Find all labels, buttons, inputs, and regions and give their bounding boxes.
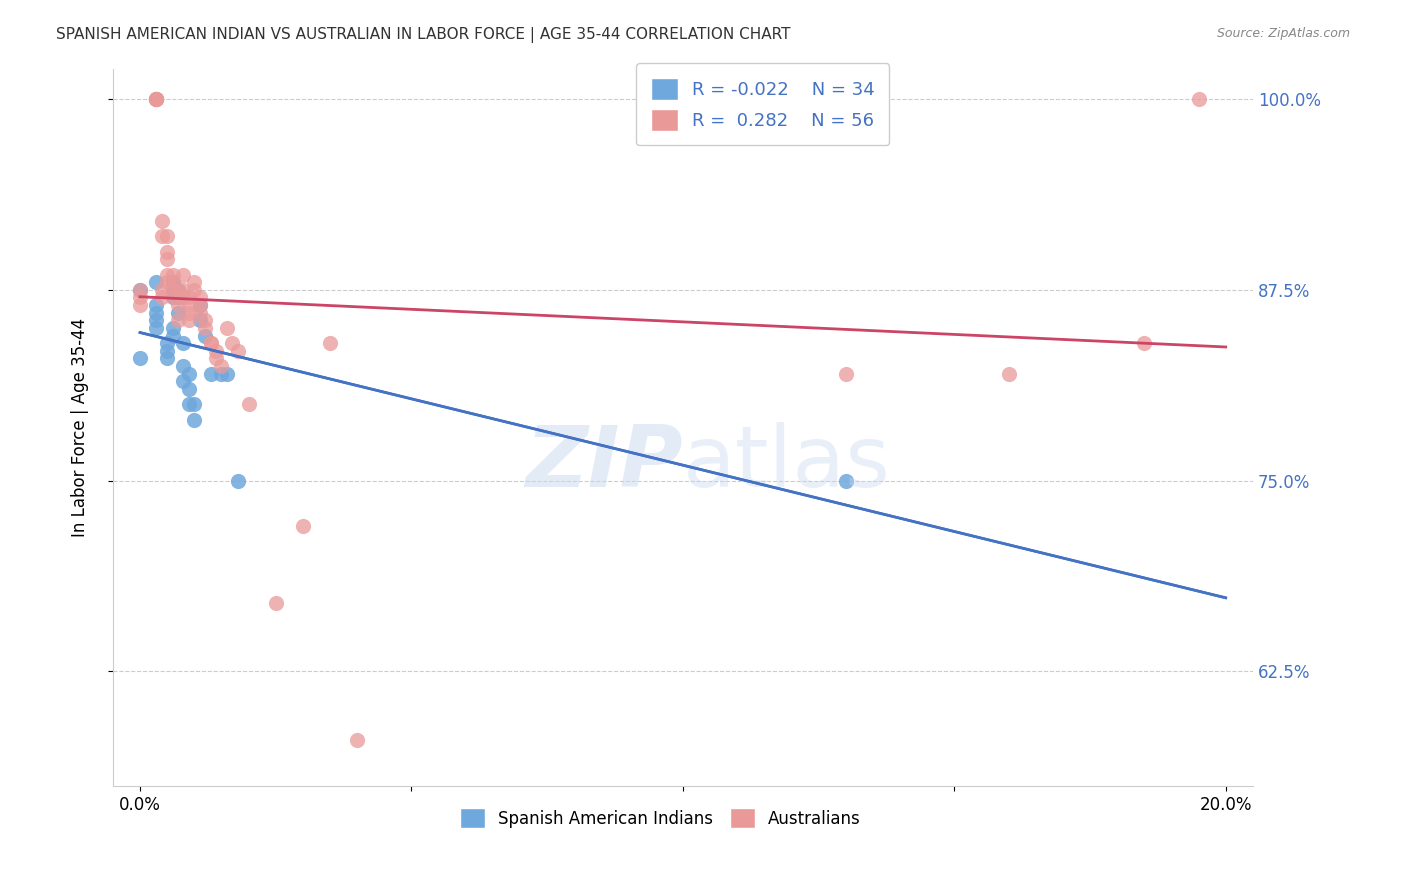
Point bbox=[215, 367, 238, 381]
Point bbox=[319, 336, 342, 351]
Point bbox=[346, 733, 368, 747]
Point bbox=[162, 283, 184, 297]
Point bbox=[145, 92, 167, 106]
Point bbox=[162, 268, 184, 282]
Point bbox=[177, 313, 200, 327]
Point bbox=[226, 474, 249, 488]
Point bbox=[194, 321, 217, 335]
Point bbox=[162, 321, 184, 335]
Text: SPANISH AMERICAN INDIAN VS AUSTRALIAN IN LABOR FORCE | AGE 35-44 CORRELATION CHA: SPANISH AMERICAN INDIAN VS AUSTRALIAN IN… bbox=[56, 27, 790, 43]
Point bbox=[129, 351, 152, 366]
Point bbox=[145, 92, 167, 106]
Point bbox=[172, 290, 194, 304]
Point bbox=[145, 321, 167, 335]
Point bbox=[215, 321, 238, 335]
Point bbox=[172, 268, 194, 282]
Point bbox=[177, 397, 200, 411]
Point bbox=[156, 275, 179, 289]
Point bbox=[145, 275, 167, 289]
Point bbox=[129, 298, 152, 312]
Point bbox=[834, 367, 856, 381]
Point bbox=[834, 474, 856, 488]
Point bbox=[162, 275, 184, 289]
Point bbox=[167, 283, 190, 297]
Point bbox=[200, 336, 222, 351]
Point bbox=[129, 283, 152, 297]
Point bbox=[188, 313, 211, 327]
Point bbox=[200, 336, 222, 351]
Point bbox=[156, 268, 179, 282]
Point bbox=[183, 283, 205, 297]
Point bbox=[177, 382, 200, 396]
Text: ZIP: ZIP bbox=[526, 422, 683, 505]
Text: atlas: atlas bbox=[683, 422, 891, 505]
Point bbox=[264, 596, 287, 610]
Point bbox=[205, 351, 228, 366]
Point bbox=[145, 92, 167, 106]
Point bbox=[156, 244, 179, 259]
Point bbox=[156, 252, 179, 267]
Point bbox=[156, 229, 179, 244]
Point bbox=[1133, 336, 1156, 351]
Point bbox=[129, 283, 152, 297]
Point bbox=[183, 412, 205, 426]
Point bbox=[209, 359, 232, 373]
Point bbox=[172, 336, 194, 351]
Legend: Spanish American Indians, Australians: Spanish American Indians, Australians bbox=[453, 801, 868, 835]
Point bbox=[162, 283, 184, 297]
Point bbox=[145, 92, 167, 106]
Point bbox=[200, 367, 222, 381]
Point bbox=[145, 306, 167, 320]
Point bbox=[162, 290, 184, 304]
Point bbox=[183, 275, 205, 289]
Point bbox=[209, 367, 232, 381]
Point bbox=[205, 343, 228, 358]
Point bbox=[188, 290, 211, 304]
Point bbox=[162, 275, 184, 289]
Y-axis label: In Labor Force | Age 35-44: In Labor Force | Age 35-44 bbox=[72, 318, 89, 537]
Point bbox=[156, 343, 179, 358]
Point bbox=[188, 306, 211, 320]
Point bbox=[167, 313, 190, 327]
Point bbox=[172, 375, 194, 389]
Point bbox=[172, 283, 194, 297]
Point bbox=[167, 290, 190, 304]
Point bbox=[156, 351, 179, 366]
Point bbox=[183, 397, 205, 411]
Point bbox=[1187, 92, 1209, 106]
Point bbox=[145, 298, 167, 312]
Point bbox=[177, 306, 200, 320]
Point bbox=[167, 306, 190, 320]
Point bbox=[226, 343, 249, 358]
Point bbox=[188, 298, 211, 312]
Point bbox=[194, 313, 217, 327]
Point bbox=[238, 397, 260, 411]
Point bbox=[162, 290, 184, 304]
Point bbox=[997, 367, 1019, 381]
Point bbox=[177, 298, 200, 312]
Point bbox=[167, 290, 190, 304]
Point bbox=[167, 283, 190, 297]
Point bbox=[145, 313, 167, 327]
Point bbox=[167, 298, 190, 312]
Point bbox=[194, 328, 217, 343]
Point bbox=[129, 290, 152, 304]
Point bbox=[150, 229, 173, 244]
Point bbox=[150, 290, 173, 304]
Point bbox=[188, 298, 211, 312]
Point bbox=[162, 328, 184, 343]
Point bbox=[177, 290, 200, 304]
Point bbox=[172, 359, 194, 373]
Point bbox=[150, 214, 173, 228]
Text: Source: ZipAtlas.com: Source: ZipAtlas.com bbox=[1216, 27, 1350, 40]
Point bbox=[145, 92, 167, 106]
Point bbox=[221, 336, 243, 351]
Point bbox=[291, 519, 314, 533]
Point bbox=[177, 367, 200, 381]
Point bbox=[156, 336, 179, 351]
Point bbox=[150, 283, 173, 297]
